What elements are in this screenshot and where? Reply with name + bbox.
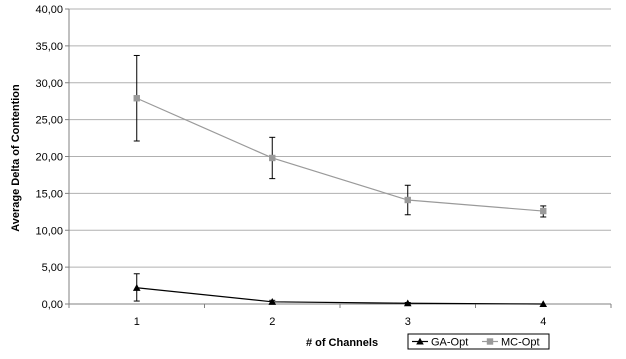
mc-opt-point	[404, 196, 411, 204]
ga-opt-series-line	[136, 287, 544, 305]
ga-opt-point	[539, 300, 548, 308]
x-tick-label: 1	[134, 316, 140, 328]
legend-mc-opt-label: MC-Opt	[501, 337, 540, 349]
y-tick-label: 20,00	[35, 152, 63, 164]
ga-opt-point	[268, 297, 277, 305]
gridlines	[69, 8, 611, 268]
legend-mc-opt-marker	[486, 338, 494, 345]
legend-box	[407, 333, 550, 350]
series-lines	[136, 97, 544, 305]
y-tick-label: 15,00	[35, 188, 63, 200]
mc-opt-point	[269, 154, 276, 162]
x-axis-title: # of Channels	[306, 337, 378, 349]
ga-opt-point	[132, 283, 141, 291]
y-tick-labels: 0,00 5,00 10,00 15,00 20,00 25,00 30,00 35,00 40…	[35, 4, 63, 311]
legend: GA-Opt MC-Opt	[407, 333, 550, 350]
ga-opt-point	[403, 299, 412, 307]
y-tick-label: 25,00	[35, 115, 63, 127]
y-tick-label: 35,00	[35, 41, 63, 53]
mc-opt-series-line	[136, 97, 544, 212]
x-tick-label: 3	[405, 316, 411, 328]
mc-opt-point	[540, 207, 547, 215]
x-tick-label: 2	[269, 316, 275, 328]
legend-ga-opt-marker	[416, 337, 424, 345]
y-tick-label: 30,00	[35, 78, 63, 90]
y-axis-title: Average Delta of Contention	[10, 84, 22, 232]
y-tick-label: 5,00	[42, 262, 63, 274]
y-tick-label: 40,00	[35, 4, 63, 16]
legend-ga-opt-label: GA-Opt	[431, 337, 468, 349]
data-markers	[132, 95, 548, 308]
y-tick-label: 10,00	[35, 225, 63, 237]
y-tick-label: 0,00	[42, 299, 63, 311]
axes	[65, 8, 612, 308]
mc-opt-point	[133, 95, 140, 102]
x-tick-labels: 1 2 3 4	[134, 316, 547, 328]
x-tick-label: 4	[540, 316, 546, 328]
